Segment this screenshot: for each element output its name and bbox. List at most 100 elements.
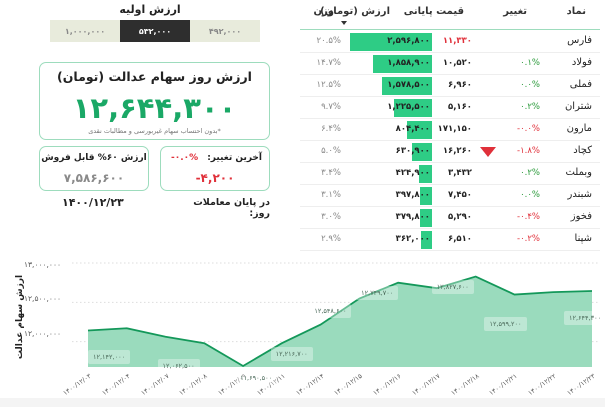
row-final-price: ۶,۵۱۰	[448, 234, 472, 244]
sort-desc-icon[interactable]	[341, 21, 347, 25]
table-row[interactable]: فولاد ۰.۱% ۱۰,۵۲۰ ۱,۸۵۸,۹۰۰ ۱۴.۷%	[300, 53, 600, 75]
table-row[interactable]: مارون -۰.۰% ۱۷۱,۱۵۰ ۸۰۴,۴۰۰ ۶.۴%	[300, 119, 600, 141]
row-weight: ۱۴.۷%	[316, 58, 341, 68]
data-point-label: ۱۲,۸۲۷,۶۰۰	[431, 279, 474, 294]
row-symbol[interactable]: کچاد	[573, 145, 592, 156]
row-weight: ۱۲.۵%	[316, 80, 341, 90]
chart-plot-area	[72, 262, 600, 368]
row-symbol[interactable]: فارس	[567, 35, 592, 46]
data-point-label: ۱۲,۷۴۹,۷۰۰	[356, 285, 399, 300]
row-final-price: ۶,۹۶۰	[448, 80, 472, 90]
row-symbol[interactable]: شبندر	[567, 189, 593, 200]
table-row[interactable]: کچاد -۱.۸% ۱۶,۲۶۰ ۶۳۰,۹۰۰ ۵.۰%	[300, 141, 600, 163]
row-change: -۰.۰%	[517, 124, 540, 134]
row-weight: ۹.۷%	[321, 102, 341, 112]
row-value-bar	[419, 187, 432, 205]
row-value: ۳۶۲,۰۰۰	[395, 234, 430, 244]
holdings-table: نماد تغییر قیمت پایانی ارزش (تومان) وزن …	[300, 0, 605, 251]
row-weight: ۳.۰%	[321, 212, 341, 222]
daily-value-card: ارزش روز سهام عدالت (تومان) ۱۲,۶۴۴,۳۰۰ *…	[39, 62, 270, 140]
row-symbol[interactable]: فملی	[569, 79, 592, 90]
row-value: ۶۳۰,۹۰۰	[395, 146, 430, 156]
table-row[interactable]: شپنا -۰.۲% ۶,۵۱۰ ۳۶۲,۰۰۰ ۲.۹%	[300, 229, 600, 251]
sellable-value-card: ارزش ۶۰% قابل فروش ۷,۵۸۶,۶۰۰	[39, 146, 149, 191]
initial-value-selector[interactable]: ۱,۰۰۰,۰۰۰ ۵۳۲,۰۰۰ ۴۹۲,۰۰۰	[50, 20, 260, 42]
y-tick-13000000: ۱۳,۰۰۰,۰۰۰	[24, 260, 61, 269]
row-value-bar	[406, 121, 432, 139]
header-final-price[interactable]: قیمت پایانی	[403, 6, 464, 17]
data-point-label: ۱۲,۲۱۶,۷۰۰	[270, 346, 313, 361]
row-symbol[interactable]: مارون	[566, 123, 592, 134]
row-value-bar	[393, 99, 432, 117]
row-value-bar	[412, 143, 432, 161]
row-final-price: ۱۱,۳۳۰	[442, 36, 472, 46]
row-symbol[interactable]: فولاد	[571, 57, 592, 68]
row-weight: ۵.۰%	[321, 146, 341, 156]
row-weight: ۲۰.۵%	[316, 36, 341, 46]
initial-value-option-1000000[interactable]: ۱,۰۰۰,۰۰۰	[50, 20, 120, 42]
row-change: ۰.۲%	[520, 102, 540, 112]
row-final-price: ۱۶,۲۶۰	[442, 146, 472, 156]
table-row[interactable]: فملی ۰.۰% ۶,۹۶۰ ۱,۵۷۸,۵۰۰ ۱۲.۵%	[300, 75, 600, 97]
row-value-bar	[420, 209, 432, 227]
row-symbol[interactable]: وبملت	[565, 167, 592, 178]
row-final-price: ۵,۱۶۰	[448, 102, 472, 112]
last-change-card: آخرین تغییر: -۰.۰% -۴,۲۰۰	[160, 146, 270, 191]
row-symbol[interactable]: شپنا	[574, 233, 592, 244]
table-row[interactable]: فخوز -۰.۴% ۵,۲۹۰ ۳۷۹,۸۰۰ ۳.۰%	[300, 207, 600, 229]
summary-panel: ارزش اولیه ۱,۰۰۰,۰۰۰ ۵۳۲,۰۰۰ ۴۹۲,۰۰۰ ارز…	[0, 0, 300, 245]
row-value: ۱,۸۵۸,۹۰۰	[387, 58, 430, 68]
table-row[interactable]: فارس ۱۱,۳۳۰ ۲,۵۹۶,۸۰۰ ۲۰.۵%	[300, 31, 600, 53]
header-change[interactable]: تغییر	[503, 6, 527, 17]
row-weight: ۲.۹%	[321, 234, 341, 244]
last-change-percent: -۰.۰%	[171, 153, 199, 163]
row-final-price: ۱۷۱,۱۵۰	[437, 124, 472, 134]
last-change-title: آخرین تغییر:	[207, 153, 262, 163]
data-point-label: ۱۲,۱۴۲,۰۰۰	[88, 350, 131, 365]
row-value-bar	[350, 33, 432, 51]
footer-strip	[0, 398, 605, 407]
row-value: ۲,۵۹۶,۸۰۰	[387, 36, 430, 46]
header-symbol[interactable]: نماد	[566, 6, 586, 17]
header-value[interactable]: ارزش (تومان)	[320, 6, 390, 17]
row-value-bar	[373, 55, 432, 73]
table-header: نماد تغییر قیمت پایانی ارزش (تومان) وزن	[300, 0, 600, 30]
trading-date-label: در پایان معاملات روز:	[193, 197, 270, 219]
y-tick-12000000: ۱۲,۰۰۰,۰۰۰	[24, 329, 61, 338]
daily-value-amount: ۱۲,۶۴۴,۳۰۰	[72, 91, 237, 125]
data-point-label: ۱۲,۵۴۸,۶۰۰	[309, 303, 352, 318]
row-value: ۱,۲۲۵,۵۰۰	[387, 102, 430, 112]
data-point-label: ۱۱,۶۹۰,۵۰۰	[235, 371, 278, 385]
row-change: -۰.۴%	[517, 212, 540, 222]
row-symbol[interactable]: شتران	[564, 101, 592, 112]
row-value: ۳۹۷,۸۰۰	[395, 190, 430, 200]
table-row[interactable]: شتران ۰.۲% ۵,۱۶۰ ۱,۲۲۵,۵۰۰ ۹.۷%	[300, 97, 600, 119]
last-change-amount: -۴,۲۰۰	[195, 171, 235, 185]
table-row[interactable]: شبندر ۰.۰% ۷,۴۵۰ ۳۹۷,۸۰۰ ۳.۱%	[300, 185, 600, 207]
initial-value-option-492000[interactable]: ۴۹۲,۰۰۰	[190, 20, 260, 42]
row-final-price: ۷,۴۵۰	[448, 190, 472, 200]
row-change: ۰.۱%	[520, 58, 540, 68]
row-value: ۱,۵۷۸,۵۰۰	[387, 80, 430, 90]
row-symbol[interactable]: فخوز	[570, 211, 592, 222]
row-value: ۳۷۹,۸۰۰	[395, 212, 430, 222]
row-final-price: ۵,۲۹۰	[448, 212, 472, 222]
header-weight[interactable]: وزن	[313, 6, 334, 17]
data-point-label: ۱۲,۶۴۴,۳۰۰	[564, 310, 605, 325]
row-change: ۰.۰%	[520, 80, 540, 90]
row-value-bar	[382, 77, 432, 95]
initial-value-option-532000[interactable]: ۵۳۲,۰۰۰	[120, 20, 190, 42]
row-change: ۰.۰%	[520, 190, 540, 200]
sellable-value-title: ارزش ۶۰% قابل فروش	[41, 153, 147, 163]
data-point-label: ۱۲,۵۹۹,۲۰۰	[484, 316, 527, 331]
row-weight: ۶.۴%	[321, 124, 341, 134]
y-tick-12500000: ۱۲,۵۰۰,۰۰۰	[24, 294, 61, 303]
row-value-bar	[418, 165, 432, 183]
daily-value-note: *بدون احتساب سهام غیربورسی و مطالبات نقد…	[88, 127, 221, 135]
data-point-label: ۱۲,۰۶۲,۵۰۰	[157, 358, 200, 373]
table-row[interactable]: وبملت ۰.۲% ۳,۴۳۲ ۴۲۴,۹۰۰ ۳.۴%	[300, 163, 600, 185]
row-value: ۴۲۴,۹۰۰	[395, 168, 430, 178]
row-value: ۸۰۴,۴۰۰	[395, 124, 430, 134]
sellable-value-amount: ۷,۵۸۶,۶۰۰	[63, 171, 125, 185]
row-weight: ۳.۴%	[321, 168, 341, 178]
